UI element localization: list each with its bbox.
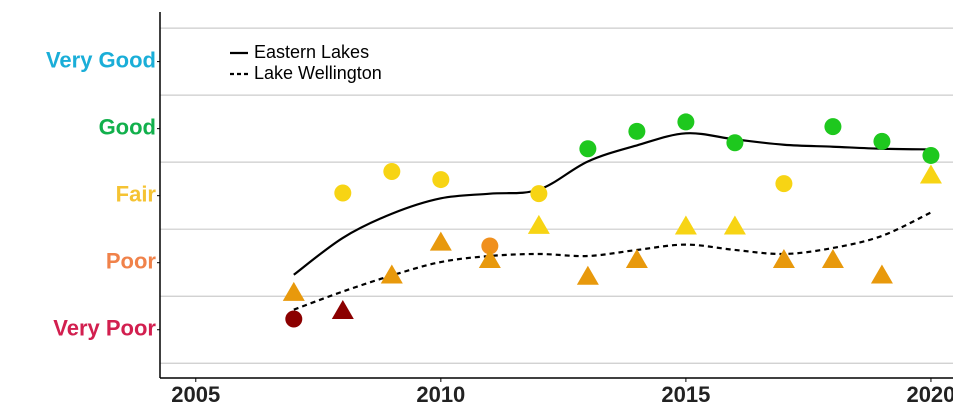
- circle-point: [432, 171, 450, 189]
- triangle-point: [576, 265, 599, 285]
- triangle-point: [772, 249, 795, 269]
- x-tick-label: 2005: [171, 382, 220, 407]
- y-tick-label: Very Good: [46, 47, 156, 72]
- trend-line: [293, 132, 931, 276]
- triangle-point: [870, 264, 893, 284]
- x-tick-label: 2020: [906, 382, 953, 407]
- y-tick-label: Poor: [106, 249, 157, 274]
- circle-point: [824, 118, 842, 136]
- triangle-point: [674, 215, 697, 235]
- triangle-point: [723, 215, 746, 235]
- circle-point: [677, 113, 695, 131]
- circle-point: [775, 175, 793, 193]
- circle-point: [922, 146, 940, 164]
- triangle-point: [478, 249, 501, 269]
- triangle-point: [625, 249, 648, 269]
- triangle-point: [282, 281, 305, 301]
- circle-point: [530, 185, 548, 203]
- circle-point: [285, 310, 303, 328]
- y-tick-label: Good: [99, 114, 156, 139]
- circle-point: [334, 184, 352, 202]
- legend-label: Lake Wellington: [254, 63, 382, 83]
- triangle-point: [331, 299, 354, 319]
- circle-point: [383, 163, 401, 181]
- y-tick-label: Fair: [116, 181, 157, 206]
- circle-point: [873, 132, 891, 150]
- circle-point: [726, 134, 744, 152]
- triangle-point: [527, 214, 550, 234]
- circle-point: [481, 237, 499, 255]
- circle-point: [579, 140, 597, 158]
- triangle-point: [380, 264, 403, 284]
- x-tick-label: 2010: [416, 382, 465, 407]
- triangle-point: [821, 249, 844, 269]
- triangle-point: [429, 231, 452, 251]
- triangle-point: [919, 164, 942, 184]
- x-tick-label: 2015: [661, 382, 710, 407]
- y-tick-label: Very Poor: [53, 316, 156, 341]
- circle-point: [628, 122, 646, 140]
- legend-label: Eastern Lakes: [254, 42, 369, 62]
